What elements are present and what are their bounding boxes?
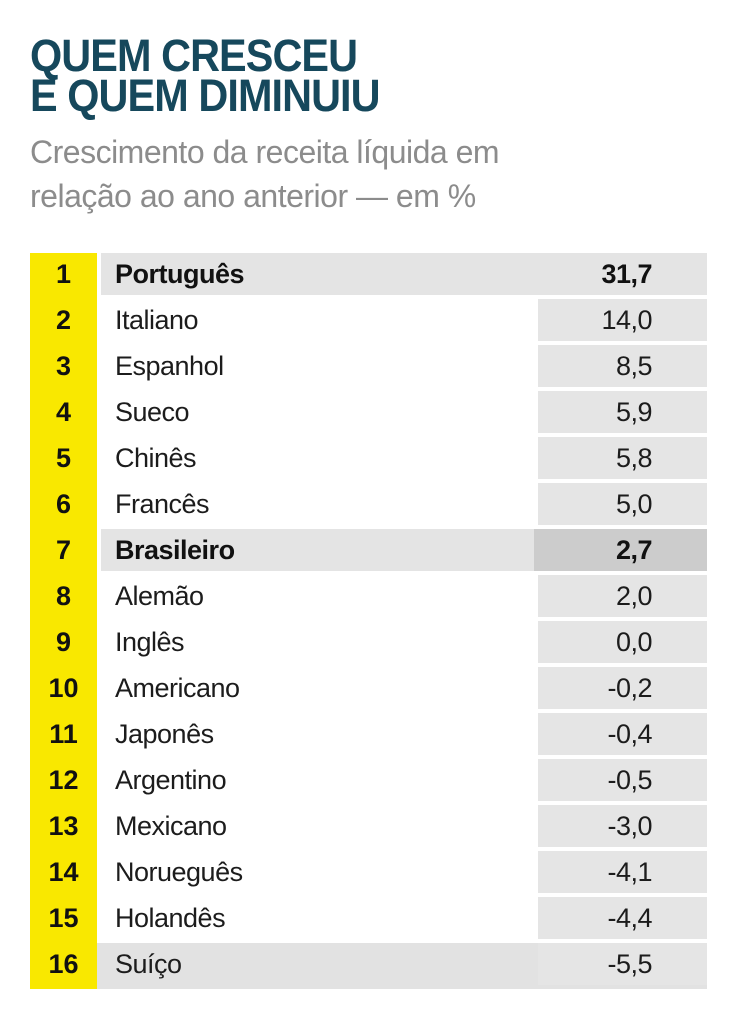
language-label: Norueguês (115, 857, 243, 887)
page-subtitle-line-1: Crescimento da receita líquida em (30, 134, 500, 170)
language-label: Espanhol (115, 351, 224, 381)
row-cells: Suíço -5,5 (97, 943, 707, 989)
page-title-line-1: QUEM CRESCEU (30, 30, 358, 81)
table-row: 6 Francês 5,0 (30, 483, 707, 529)
row-cells: Japonês -0,4 (97, 713, 707, 759)
table-row: 2 Italiano 14,0 (30, 299, 707, 345)
ranking-table: 1 Português 31,7 2 Italiano 14,0 3 Espan… (30, 253, 707, 989)
row-cells: Francês 5,0 (97, 483, 707, 529)
table-row: 1 Português 31,7 (30, 253, 707, 299)
value-cell: 2,0 (538, 575, 707, 617)
row-cells: Norueguês -4,1 (97, 851, 707, 897)
rank-cell: 12 (30, 759, 97, 805)
rank-cell: 14 (30, 851, 97, 897)
language-label: Chinês (115, 443, 197, 473)
value-cell: 5,0 (538, 483, 707, 525)
value-cell: 0,0 (538, 621, 707, 663)
value-cell: 2,7 (534, 529, 707, 571)
value-cell: -0,4 (538, 713, 707, 755)
language-label: Brasileiro (101, 529, 534, 571)
table-row: 12 Argentino -0,5 (30, 759, 707, 805)
value-cell: -4,1 (538, 851, 707, 893)
value-cell: 8,5 (538, 345, 707, 387)
table-row: 14 Norueguês -4,1 (30, 851, 707, 897)
rank-cell: 13 (30, 805, 97, 851)
row-cells: Italiano 14,0 (97, 299, 707, 345)
language-label: Alemão (115, 581, 204, 611)
page-title-line-2: E QUEM DIMINUIU (30, 70, 381, 121)
table-row: 3 Espanhol 8,5 (30, 345, 707, 391)
row-cells: Espanhol 8,5 (97, 345, 707, 391)
row-cells: Americano -0,2 (97, 667, 707, 713)
row-cells: Português 31,7 (97, 253, 707, 299)
value-cell: -4,4 (538, 897, 707, 939)
table-row: 15 Holandês -4,4 (30, 897, 707, 943)
row-cells: Alemão 2,0 (97, 575, 707, 621)
language-label: Holandês (115, 903, 226, 933)
table-row: 8 Alemão 2,0 (30, 575, 707, 621)
row-cells: Sueco 5,9 (97, 391, 707, 437)
row-cells: Holandês -4,4 (97, 897, 707, 943)
language-label: Sueco (115, 397, 190, 427)
rank-cell: 9 (30, 621, 97, 667)
rank-cell: 15 (30, 897, 97, 943)
table-row: 11 Japonês -0,4 (30, 713, 707, 759)
rank-cell: 4 (30, 391, 97, 437)
value-cell: -3,0 (538, 805, 707, 847)
rank-cell: 5 (30, 437, 97, 483)
rank-cell: 2 (30, 299, 97, 345)
table-row: 5 Chinês 5,8 (30, 437, 707, 483)
table-row: 4 Sueco 5,9 (30, 391, 707, 437)
infographic-header: QUEM CRESCEU E QUEM DIMINUIU Crescimento… (30, 30, 500, 218)
value-cell: 5,9 (538, 391, 707, 433)
row-cells: Inglês 0,0 (97, 621, 707, 667)
language-label: Francês (115, 489, 210, 519)
language-label: Inglês (115, 627, 185, 657)
value-cell: 14,0 (538, 299, 707, 341)
language-label: Japonês (115, 719, 214, 749)
rank-cell: 7 (30, 529, 97, 575)
rank-cell: 1 (30, 253, 97, 299)
page-subtitle-line-2: relação ao ano anterior — em % (30, 178, 476, 214)
value-cell: -5,5 (538, 943, 707, 985)
rank-cell: 6 (30, 483, 97, 529)
language-label: Americano (115, 673, 240, 703)
row-cells: Brasileiro 2,7 (97, 529, 707, 575)
value-cell: -0,2 (538, 667, 707, 709)
table-row: 13 Mexicano -3,0 (30, 805, 707, 851)
page-subtitle: Crescimento da receita líquida em relaçã… (30, 130, 500, 218)
value-cell: 31,7 (534, 253, 707, 295)
table-row: 10 Americano -0,2 (30, 667, 707, 713)
row-cells: Argentino -0,5 (97, 759, 707, 805)
language-label: Suíço (115, 949, 182, 979)
language-label: Mexicano (115, 811, 227, 841)
rank-cell: 10 (30, 667, 97, 713)
value-cell: -0,5 (538, 759, 707, 801)
table-row: 7 Brasileiro 2,7 (30, 529, 707, 575)
language-label: Português (101, 253, 534, 295)
table-row: 9 Inglês 0,0 (30, 621, 707, 667)
table-row: 16 Suíço -5,5 (30, 943, 707, 989)
rank-cell: 8 (30, 575, 97, 621)
rank-cell: 3 (30, 345, 97, 391)
row-cells: Mexicano -3,0 (97, 805, 707, 851)
rank-cell: 16 (30, 943, 97, 989)
language-label: Argentino (115, 765, 227, 795)
rank-cell: 11 (30, 713, 97, 759)
row-cells: Chinês 5,8 (97, 437, 707, 483)
language-label: Italiano (115, 305, 199, 335)
page-title: QUEM CRESCEU E QUEM DIMINUIU (30, 30, 462, 121)
value-cell: 5,8 (538, 437, 707, 479)
